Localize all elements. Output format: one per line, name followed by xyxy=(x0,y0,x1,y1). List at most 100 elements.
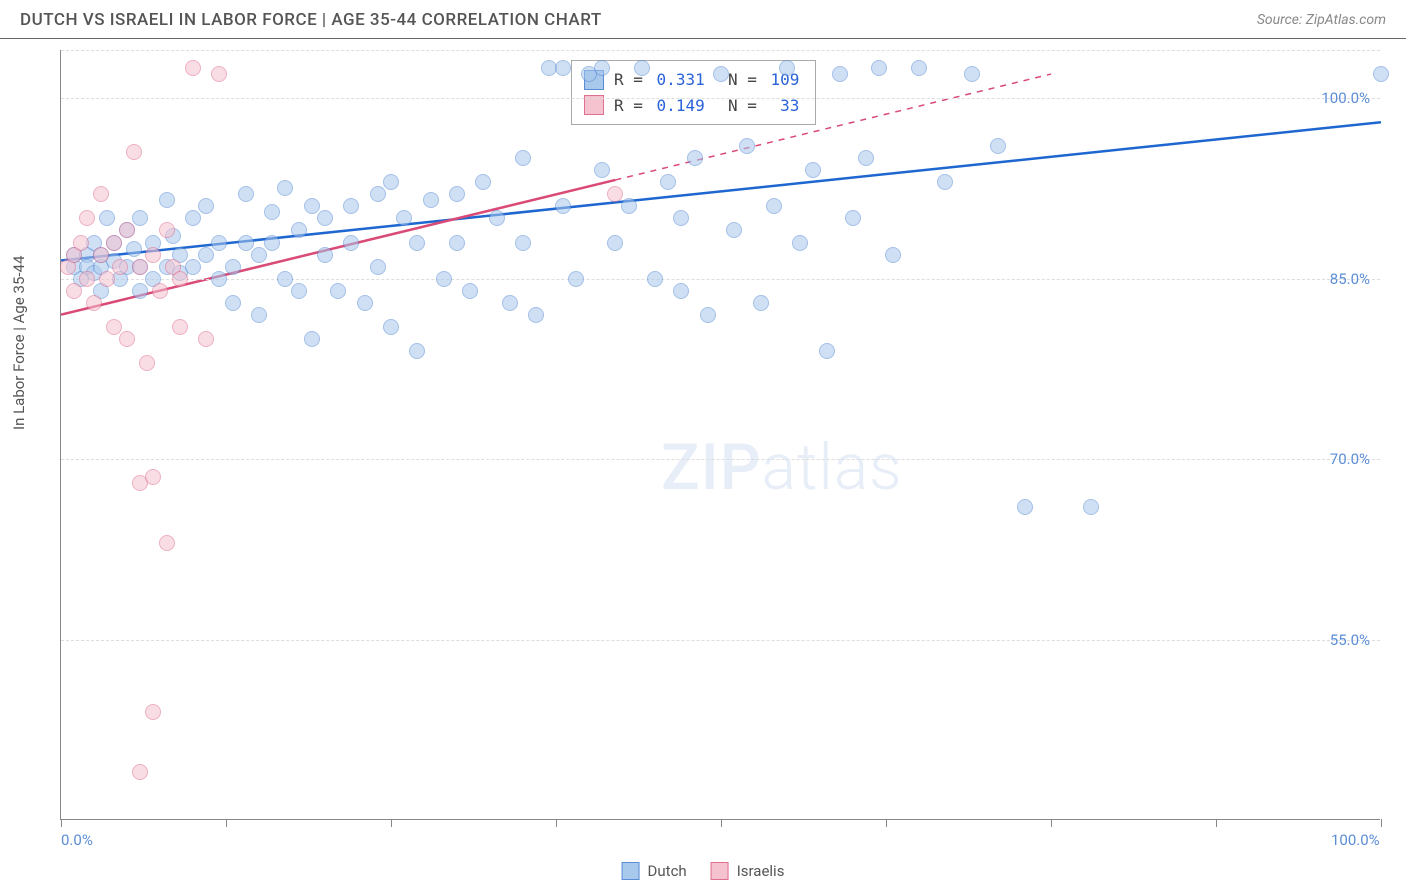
data-point xyxy=(132,764,148,780)
data-point xyxy=(304,331,320,347)
gridline xyxy=(61,279,1380,280)
data-point xyxy=(634,60,650,76)
data-point xyxy=(139,355,155,371)
x-tick xyxy=(391,819,392,827)
data-point xyxy=(93,186,109,202)
source-label: Source: ZipAtlas.com xyxy=(1257,12,1386,28)
gridline xyxy=(61,640,1380,641)
watermark: ZIPatlas xyxy=(661,430,903,505)
chart-area: ZIPatlas R = 0.331 N = 109R = 0.149 N = … xyxy=(60,50,1380,820)
data-point xyxy=(132,259,148,275)
data-point xyxy=(317,247,333,263)
data-point xyxy=(1083,499,1099,515)
legend-swatch xyxy=(622,862,640,880)
data-point xyxy=(277,271,293,287)
data-point xyxy=(225,259,241,275)
data-point xyxy=(198,247,214,263)
data-point xyxy=(159,192,175,208)
data-point xyxy=(106,319,122,335)
data-point xyxy=(198,331,214,347)
data-point xyxy=(726,222,742,238)
data-point xyxy=(383,319,399,335)
data-point xyxy=(119,331,135,347)
data-point xyxy=(343,198,359,214)
legend-stats: R = 0.149 N = 33 xyxy=(614,93,803,119)
data-point xyxy=(291,222,307,238)
data-point xyxy=(779,60,795,76)
data-point xyxy=(858,150,874,166)
chart-title: DUTCH VS ISRAELI IN LABOR FORCE | AGE 35… xyxy=(20,10,602,30)
data-point xyxy=(990,138,1006,154)
data-point xyxy=(396,210,412,226)
data-point xyxy=(99,271,115,287)
data-point xyxy=(555,198,571,214)
data-point xyxy=(660,174,676,190)
x-tick xyxy=(556,819,557,827)
data-point xyxy=(449,186,465,202)
data-point xyxy=(185,259,201,275)
data-point xyxy=(225,295,241,311)
data-point xyxy=(251,307,267,323)
data-point xyxy=(739,138,755,154)
data-point xyxy=(687,150,703,166)
data-point xyxy=(185,210,201,226)
legend-swatch xyxy=(711,862,729,880)
x-tick-label: 0.0% xyxy=(61,831,93,849)
data-point xyxy=(106,235,122,251)
data-point xyxy=(304,198,320,214)
data-point xyxy=(152,283,168,299)
data-point xyxy=(238,186,254,202)
data-point xyxy=(211,271,227,287)
data-point xyxy=(700,307,716,323)
y-tick-label: 85.0% xyxy=(1330,270,1370,288)
x-tick xyxy=(886,819,887,827)
x-tick xyxy=(1216,819,1217,827)
plot-region: ZIPatlas R = 0.331 N = 109R = 0.149 N = … xyxy=(60,50,1380,820)
data-point xyxy=(317,210,333,226)
trend-lines xyxy=(61,50,1381,820)
data-point xyxy=(555,60,571,76)
data-point xyxy=(515,235,531,251)
data-point xyxy=(79,271,95,287)
data-point xyxy=(502,295,518,311)
data-point xyxy=(119,222,135,238)
data-point xyxy=(489,210,505,226)
data-point xyxy=(423,192,439,208)
data-point xyxy=(673,283,689,299)
data-point xyxy=(126,144,142,160)
data-point xyxy=(937,174,953,190)
data-point xyxy=(832,66,848,82)
data-point xyxy=(251,247,267,263)
data-point xyxy=(515,150,531,166)
data-point xyxy=(185,60,201,76)
data-point xyxy=(871,60,887,76)
data-point xyxy=(66,283,82,299)
data-point xyxy=(370,186,386,202)
data-point xyxy=(370,259,386,275)
data-point xyxy=(145,704,161,720)
data-point xyxy=(112,259,128,275)
data-point xyxy=(449,235,465,251)
data-point xyxy=(126,241,142,257)
data-point xyxy=(792,235,808,251)
data-point xyxy=(291,283,307,299)
data-point xyxy=(383,174,399,190)
data-point xyxy=(409,343,425,359)
data-point xyxy=(594,162,610,178)
x-tick xyxy=(1051,819,1052,827)
data-point xyxy=(99,210,115,226)
data-point xyxy=(753,295,769,311)
x-tick xyxy=(1381,819,1382,827)
data-point xyxy=(409,235,425,251)
data-point xyxy=(607,186,623,202)
data-point xyxy=(475,174,491,190)
bottom-legend-item: Israelis xyxy=(711,862,785,880)
legend-row: R = 0.149 N = 33 xyxy=(584,93,803,119)
data-point xyxy=(805,162,821,178)
data-point xyxy=(647,271,663,287)
data-point xyxy=(93,247,109,263)
data-point xyxy=(73,235,89,251)
data-point xyxy=(343,235,359,251)
data-point xyxy=(159,222,175,238)
y-tick-label: 70.0% xyxy=(1330,450,1370,468)
